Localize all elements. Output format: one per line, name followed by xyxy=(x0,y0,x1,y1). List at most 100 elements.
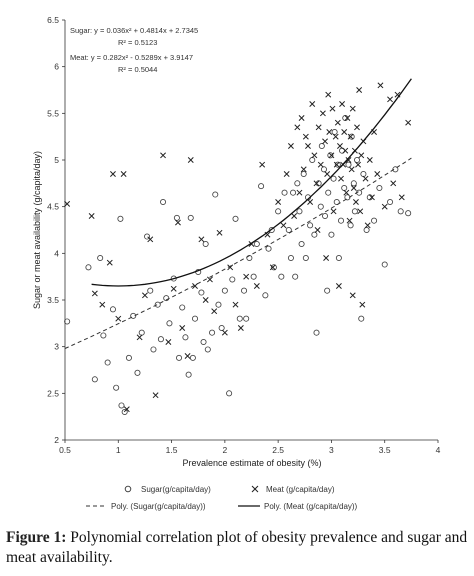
sugar-point xyxy=(294,180,301,187)
meat-point xyxy=(374,171,381,177)
meat-point xyxy=(227,264,234,271)
meat-point xyxy=(334,119,341,126)
x-tick-label: 1 xyxy=(116,445,121,455)
sugar-point xyxy=(182,334,189,341)
sugar-point xyxy=(212,191,219,198)
sugar-point xyxy=(330,175,337,182)
legend-sugar-fit-label: Poly. (Sugar(g/capita/day)) xyxy=(111,502,206,511)
sugar-point xyxy=(309,156,316,164)
sugar-point xyxy=(243,315,250,322)
meat-point xyxy=(324,171,331,177)
sugar-point xyxy=(121,408,128,416)
sugar-point xyxy=(335,254,342,262)
meat-point xyxy=(243,273,250,280)
figure-caption-text: Polynomial correlation plot of obesity p… xyxy=(6,529,468,566)
sugar-point xyxy=(209,329,216,336)
sugar-r2: R² = 0.5123 xyxy=(118,38,157,47)
sugar-point xyxy=(109,306,116,313)
x-tick-label: 4 xyxy=(436,445,441,455)
sugar-point xyxy=(363,226,370,234)
sugar-point xyxy=(345,161,352,168)
meat-point xyxy=(338,175,344,182)
meat-point xyxy=(323,255,330,261)
meat-point xyxy=(330,208,337,215)
sugar-point xyxy=(290,189,297,196)
legend-meat-fit-label: Poly. (Meat (g/capita/day)) xyxy=(264,502,358,511)
meat-point xyxy=(339,101,346,107)
meat-point xyxy=(141,292,148,299)
sugar-point xyxy=(302,254,309,262)
meat-point xyxy=(165,339,172,345)
x-tick-label: 3 xyxy=(329,445,334,455)
meat-point xyxy=(88,213,95,219)
sugar-point xyxy=(236,315,243,322)
meat-point xyxy=(123,406,130,413)
meat-point xyxy=(294,124,301,131)
meat-point xyxy=(359,301,366,308)
sugar-point xyxy=(318,142,325,150)
y-tick-label: 5 xyxy=(54,155,59,165)
sugar-point xyxy=(176,354,183,361)
sugar-point xyxy=(307,222,314,229)
meat-point xyxy=(237,325,244,331)
sugar-point xyxy=(270,264,277,271)
sugar-point xyxy=(371,217,378,224)
meat-point xyxy=(325,91,332,98)
sugar-point xyxy=(313,329,320,336)
x-tick-label: 0.5 xyxy=(59,445,71,455)
meat-point xyxy=(269,264,276,271)
scatter-chart: 2 2.5 3 3.5 4 4.5 5 5.5 6 6.5 0.5 1 1.5 2 2.5 3 3.5 4 Su… xyxy=(32,15,441,511)
sugar-point xyxy=(104,359,111,366)
sugar-point xyxy=(118,402,125,409)
plot-axes xyxy=(64,20,438,441)
sugar-point xyxy=(185,371,192,378)
meat-point xyxy=(349,105,356,112)
sugar-point xyxy=(64,318,71,325)
sugar-point xyxy=(215,301,222,308)
meat-point xyxy=(342,147,349,154)
meat-point xyxy=(328,152,335,159)
sugar-point xyxy=(130,312,137,319)
meat-point xyxy=(211,308,218,315)
meat-point xyxy=(115,315,122,322)
sugar-point xyxy=(241,287,248,294)
meat-point xyxy=(298,115,305,121)
sugar-point xyxy=(341,184,348,192)
figure-label: Figure 1: xyxy=(6,529,67,546)
sugar-point xyxy=(322,212,329,220)
meat-point xyxy=(354,124,360,131)
sugar-point xyxy=(179,304,186,311)
meat-point xyxy=(152,392,159,399)
sugar-point xyxy=(202,240,209,248)
meat-point xyxy=(309,101,316,107)
meat-point xyxy=(192,283,198,289)
legend-sugar-label: Sugar(g/capita/day) xyxy=(141,485,211,494)
meat-point xyxy=(348,166,355,173)
x-tick-labels: 0.5 1 1.5 2 2.5 3 3.5 4 xyxy=(59,440,441,455)
y-tick-label: 6.5 xyxy=(47,15,59,25)
sugar-point xyxy=(360,170,367,178)
sugar-point xyxy=(150,346,157,353)
sugar-point xyxy=(285,226,292,234)
meat-point xyxy=(106,259,113,266)
sugar-point xyxy=(100,332,107,339)
meat-point xyxy=(296,189,303,196)
sugar-point xyxy=(218,324,225,332)
meat-point xyxy=(337,143,343,149)
sugar-point xyxy=(405,210,412,217)
sugar-point xyxy=(232,215,239,222)
y-tick-label: 2.5 xyxy=(47,388,59,398)
meat-point xyxy=(184,353,191,359)
legend-meat-label: Meat (g/capita/day) xyxy=(266,485,335,494)
sugar-point xyxy=(200,338,207,346)
sugar-equation: Sugar: y = 0.036x² + 0.4814x + 2.7345 xyxy=(70,26,198,35)
sugar-point xyxy=(204,346,211,353)
meat-point xyxy=(329,105,336,112)
meat-points xyxy=(64,82,412,413)
sugar-point xyxy=(287,254,294,262)
meat-point xyxy=(362,175,369,182)
meat-point xyxy=(350,185,357,191)
meat-point xyxy=(283,171,290,177)
figure-caption: Figure 1: Polynomial correlation plot of… xyxy=(6,528,472,568)
sugar-point xyxy=(328,231,335,238)
